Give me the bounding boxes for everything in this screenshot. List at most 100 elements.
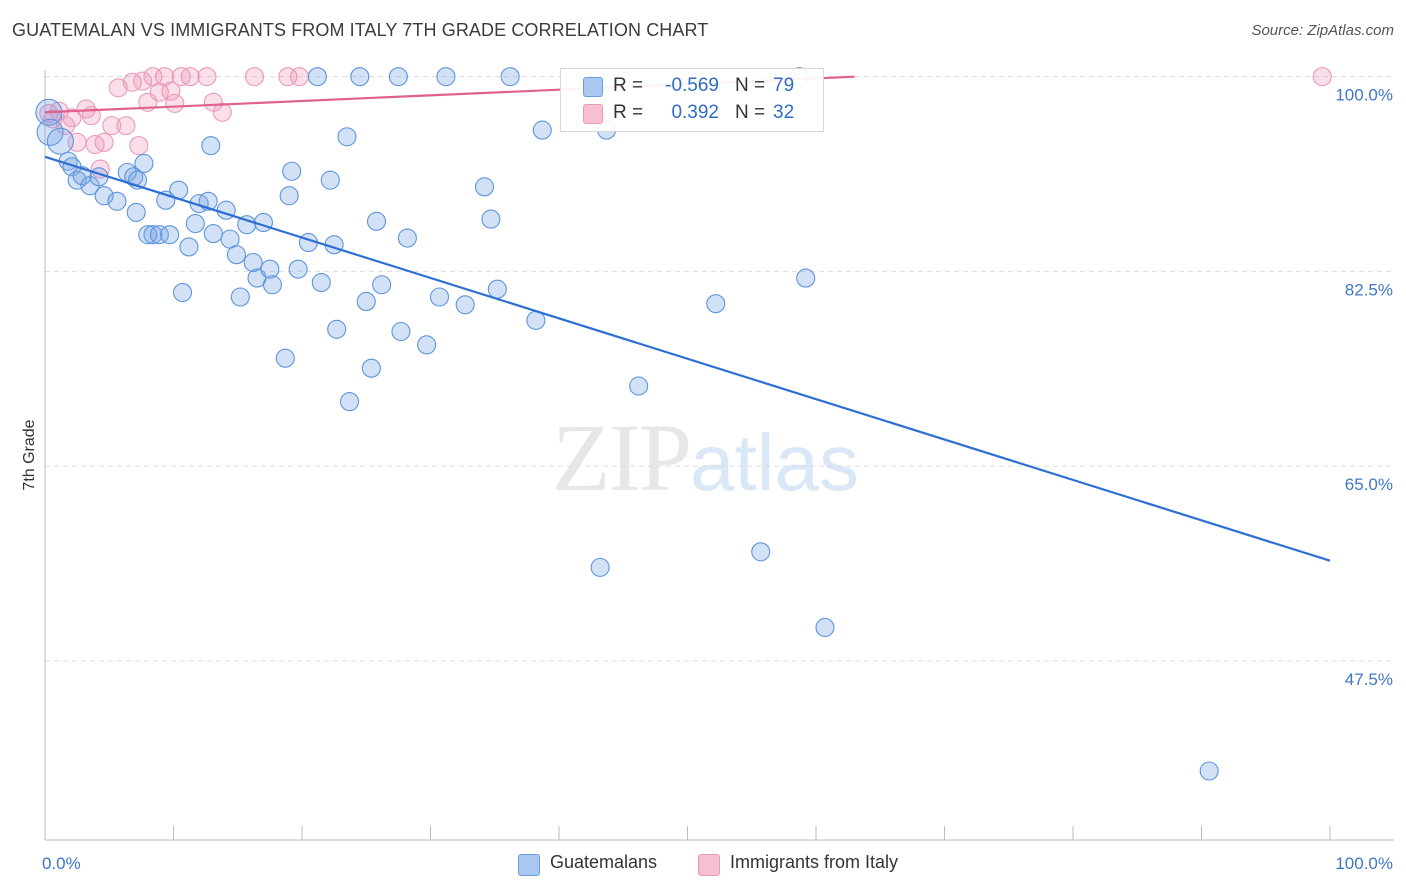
tick-label-layer: 47.5% 65.0% 82.5% 100.0% 0.0% 100.0%	[42, 86, 1393, 873]
guatemalan-point	[36, 118, 64, 146]
watermark: ZIPatlas	[552, 402, 859, 513]
guatemalan-point	[366, 211, 387, 231]
series-legend: Guatemalans Immigrants from Italy	[0, 851, 1406, 879]
italy-point	[244, 67, 265, 87]
guatemalan-point	[397, 228, 417, 248]
y-tick-label: 65.0%	[1345, 475, 1393, 494]
legend-n-value: 32	[773, 102, 795, 123]
guatemalan-point	[815, 617, 835, 638]
legend-swatch-blue	[583, 77, 603, 97]
italy-point	[289, 67, 309, 87]
guatemalan-point	[179, 237, 199, 257]
guatemalan-point	[201, 136, 221, 156]
italy-point	[108, 78, 128, 98]
guatemalan-point	[350, 67, 370, 87]
guatemalan-point	[149, 225, 169, 245]
guatemalan-point	[262, 275, 282, 295]
legend-n-label: N =	[735, 102, 766, 123]
guatemalan-point	[356, 291, 376, 311]
guatemalan-point	[751, 542, 771, 562]
legend-swatch-pink	[698, 854, 720, 876]
legend-r-label: R =	[613, 75, 644, 96]
guatemalan-point	[388, 67, 408, 87]
italy-point	[197, 67, 217, 87]
legend-label-guatemalans: Guatemalans	[550, 852, 658, 872]
guatemalan-point	[107, 191, 127, 211]
legend-row-italy: R = 0.392 N = 32	[561, 101, 823, 127]
italy-point	[278, 67, 298, 87]
guatemalan-point	[260, 259, 280, 279]
guatemalan-point	[532, 120, 552, 140]
guatemalan-point	[288, 259, 308, 279]
watermark-atlas: atlas	[690, 418, 859, 507]
guatemalan-point	[237, 215, 257, 235]
y-tick-label: 100.0%	[1335, 86, 1393, 105]
y-tick-label: 82.5%	[1345, 280, 1393, 299]
y-tick-label: 47.5%	[1345, 670, 1393, 689]
guatemalan-point	[339, 392, 360, 412]
italy-point	[180, 67, 200, 87]
guatemalan-point	[138, 225, 158, 245]
guatemalan-point	[455, 295, 475, 315]
guatemalan-point	[481, 209, 501, 229]
italy-point	[116, 116, 136, 136]
legend-n-label: N =	[735, 75, 766, 96]
italy-point	[102, 116, 122, 136]
legend-r-label: R =	[613, 102, 644, 123]
italy-point	[62, 108, 82, 128]
trendline-layer	[44, 75, 1331, 562]
legend-n-value: 79	[773, 75, 795, 96]
guatemalan-point	[230, 287, 250, 307]
guatemalan-point	[243, 252, 263, 273]
italy-point	[94, 132, 114, 152]
italy-point	[76, 99, 96, 119]
guatemalan-point	[143, 225, 163, 245]
guatemalan-point	[372, 275, 392, 295]
guatemalan-point	[1199, 761, 1219, 781]
guatemalan-point	[590, 557, 610, 577]
italy-point	[212, 102, 232, 122]
guatemalan-point	[474, 177, 495, 197]
guatemalan-point	[279, 186, 299, 206]
guatemalan-point	[311, 272, 331, 293]
guatemalan-point	[134, 153, 154, 174]
italy-point	[161, 81, 181, 101]
guatemalan-point	[706, 294, 726, 314]
italy-point	[122, 72, 142, 92]
axis-layer	[44, 70, 1394, 841]
x-tick-label: 100.0%	[1335, 854, 1393, 873]
guatemalan-point	[429, 287, 450, 307]
legend-swatch-blue	[518, 854, 540, 876]
italy-point	[165, 93, 185, 113]
guatemalan-point	[124, 167, 144, 187]
x-tick-label: 0.0%	[42, 854, 81, 873]
guatemalan-point	[391, 321, 411, 342]
guatemalan-point	[46, 127, 74, 155]
guatemalan-point	[796, 268, 816, 288]
italy-points	[39, 67, 1332, 179]
guatemalan-point	[436, 67, 456, 87]
guatemalan-points	[35, 67, 1219, 781]
guatemalan-point	[275, 348, 295, 368]
italy-point	[154, 67, 175, 87]
italy-point	[133, 71, 153, 91]
guatemalan-point	[320, 170, 340, 190]
guatemalan-point	[185, 214, 205, 234]
legend-r-value: 0.392	[671, 102, 719, 123]
guatemalan-point	[487, 279, 507, 299]
italy-point	[129, 136, 149, 156]
y-axis-label: 7th Grade	[21, 419, 38, 490]
guatemalan-point	[160, 225, 180, 245]
chart-title: GUATEMALAN VS IMMIGRANTS FROM ITALY 7TH …	[12, 20, 709, 40]
chart-source: Source: ZipAtlas.com	[1251, 22, 1394, 39]
guatemalan-point	[282, 161, 302, 181]
guatemalan-point	[226, 245, 247, 265]
guatemalan-point	[172, 282, 193, 303]
legend-swatch-pink	[583, 104, 603, 124]
watermark-zip: ZIP	[552, 404, 692, 511]
guatemalan-point	[361, 358, 381, 378]
guatemalan-point	[500, 67, 520, 87]
guatemalan-point	[72, 166, 92, 186]
guatemalan-point	[629, 376, 649, 396]
